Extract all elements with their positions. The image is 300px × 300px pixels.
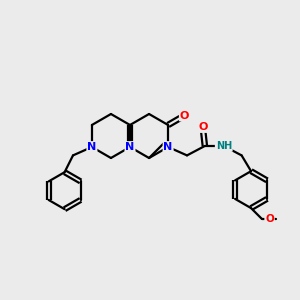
Text: O: O [265,214,274,224]
Text: O: O [198,122,207,132]
Text: O: O [180,111,189,121]
Text: NH: NH [216,141,232,151]
Text: N: N [87,142,97,152]
Text: N: N [125,142,135,152]
Text: N: N [164,142,173,152]
